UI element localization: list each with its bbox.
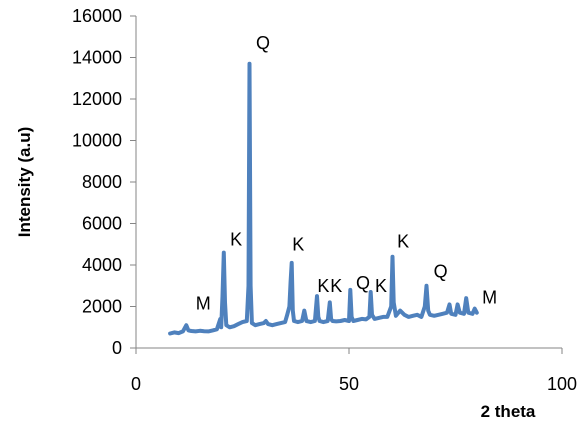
peak-annotation: M [196,294,211,314]
y-axis: 0 2000 4000 6000 8000 10000 12000 14000 16000 [72,6,137,358]
peak-annotation: K [397,231,409,251]
y-tick-label: 16000 [72,6,122,26]
x-tick-label: 50 [339,374,359,394]
x-tick-label: 0 [131,374,141,394]
y-tick-label: 4000 [82,255,122,275]
x-axis-title: 2 theta [481,402,536,421]
peak-annotation: Q [256,33,270,53]
y-tick-label: 10000 [72,131,122,151]
series-group [168,61,479,336]
y-axis-title: Intensity (a.u) [15,127,34,238]
peak-annotation: K [317,276,329,296]
x-tick-label: 100 [547,374,577,394]
y-tick-label: 12000 [72,89,122,109]
y-tick-label: 6000 [82,214,122,234]
peak-annotation: K [292,234,304,254]
y-tick-label: 14000 [72,48,122,68]
y-tick-label: 2000 [82,297,122,317]
peak-annotation: Q [434,261,448,281]
y-tick-label: 8000 [82,172,122,192]
peak-annotation: M [482,287,497,307]
peak-annotation: Q [356,273,370,293]
y-tick-label: 0 [112,338,122,358]
peak-annotation: K [375,276,387,296]
peak-annotation: K [330,276,342,296]
peak-annotation: K [230,229,242,249]
series-line [168,61,479,336]
x-axis: 0 50 100 [131,347,577,394]
